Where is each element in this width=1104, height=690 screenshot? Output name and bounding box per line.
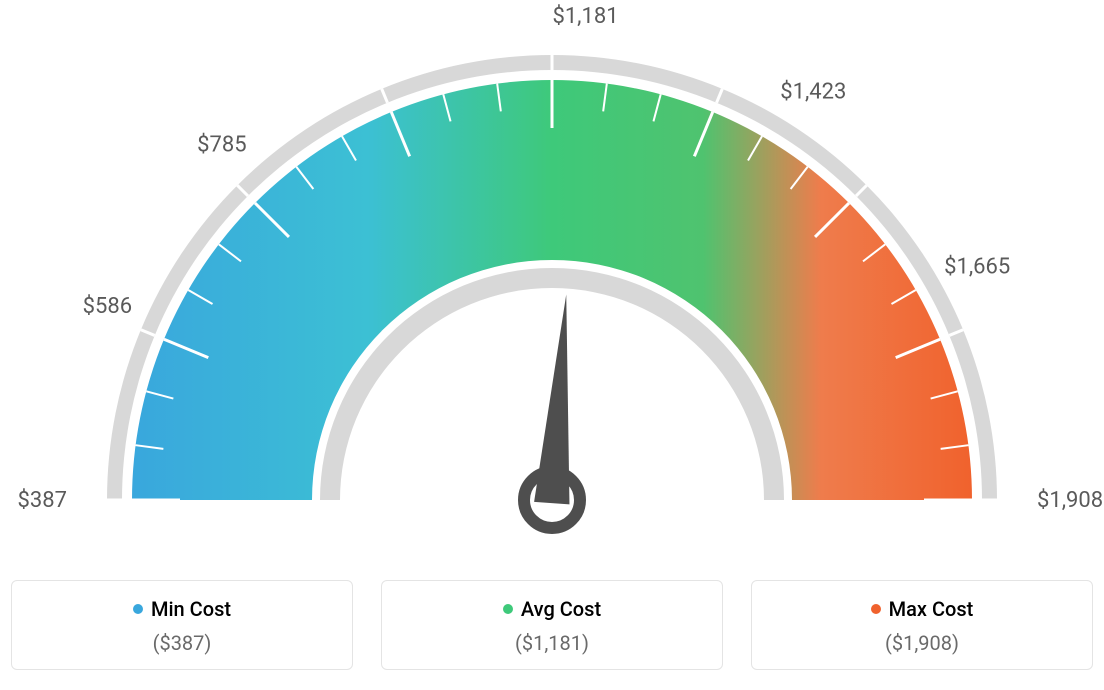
scale-label: $1,908 <box>1037 488 1103 513</box>
dot-icon <box>503 604 513 614</box>
legend-row: Min Cost ($387) Avg Cost ($1,181) Max Co… <box>0 580 1104 670</box>
scale-label: $387 <box>18 488 67 513</box>
legend-title-text: Min Cost <box>151 597 231 621</box>
legend-title-max: Max Cost <box>871 597 974 621</box>
legend-title-text: Max Cost <box>889 597 974 621</box>
legend-title-avg: Avg Cost <box>503 597 601 621</box>
scale-label: $1,181 <box>552 4 618 29</box>
legend-value-max: ($1,908) <box>762 631 1082 655</box>
scale-label: $1,423 <box>780 79 846 104</box>
dot-icon <box>133 604 143 614</box>
legend-card-max: Max Cost ($1,908) <box>751 580 1093 670</box>
dot-icon <box>871 604 881 614</box>
legend-title-min: Min Cost <box>133 597 231 621</box>
legend-value-min: ($387) <box>22 631 342 655</box>
chart-container: $387 $586 $785 $1,181 $1,423 $1,665 $1,908 Min… <box>0 0 1104 690</box>
legend-card-avg: Avg Cost ($1,181) <box>381 580 723 670</box>
scale-label: $586 <box>83 294 132 319</box>
legend-title-text: Avg Cost <box>521 597 601 621</box>
gauge-svg: $387 $586 $785 $1,181 $1,423 $1,665 $1,908 <box>0 0 1104 560</box>
scale-label: $1,665 <box>944 255 1010 280</box>
legend-card-min: Min Cost ($387) <box>11 580 353 670</box>
gauge: $387 $586 $785 $1,181 $1,423 $1,665 $1,908 <box>0 0 1104 560</box>
scale-label: $785 <box>197 133 246 158</box>
legend-value-avg: ($1,181) <box>392 631 712 655</box>
